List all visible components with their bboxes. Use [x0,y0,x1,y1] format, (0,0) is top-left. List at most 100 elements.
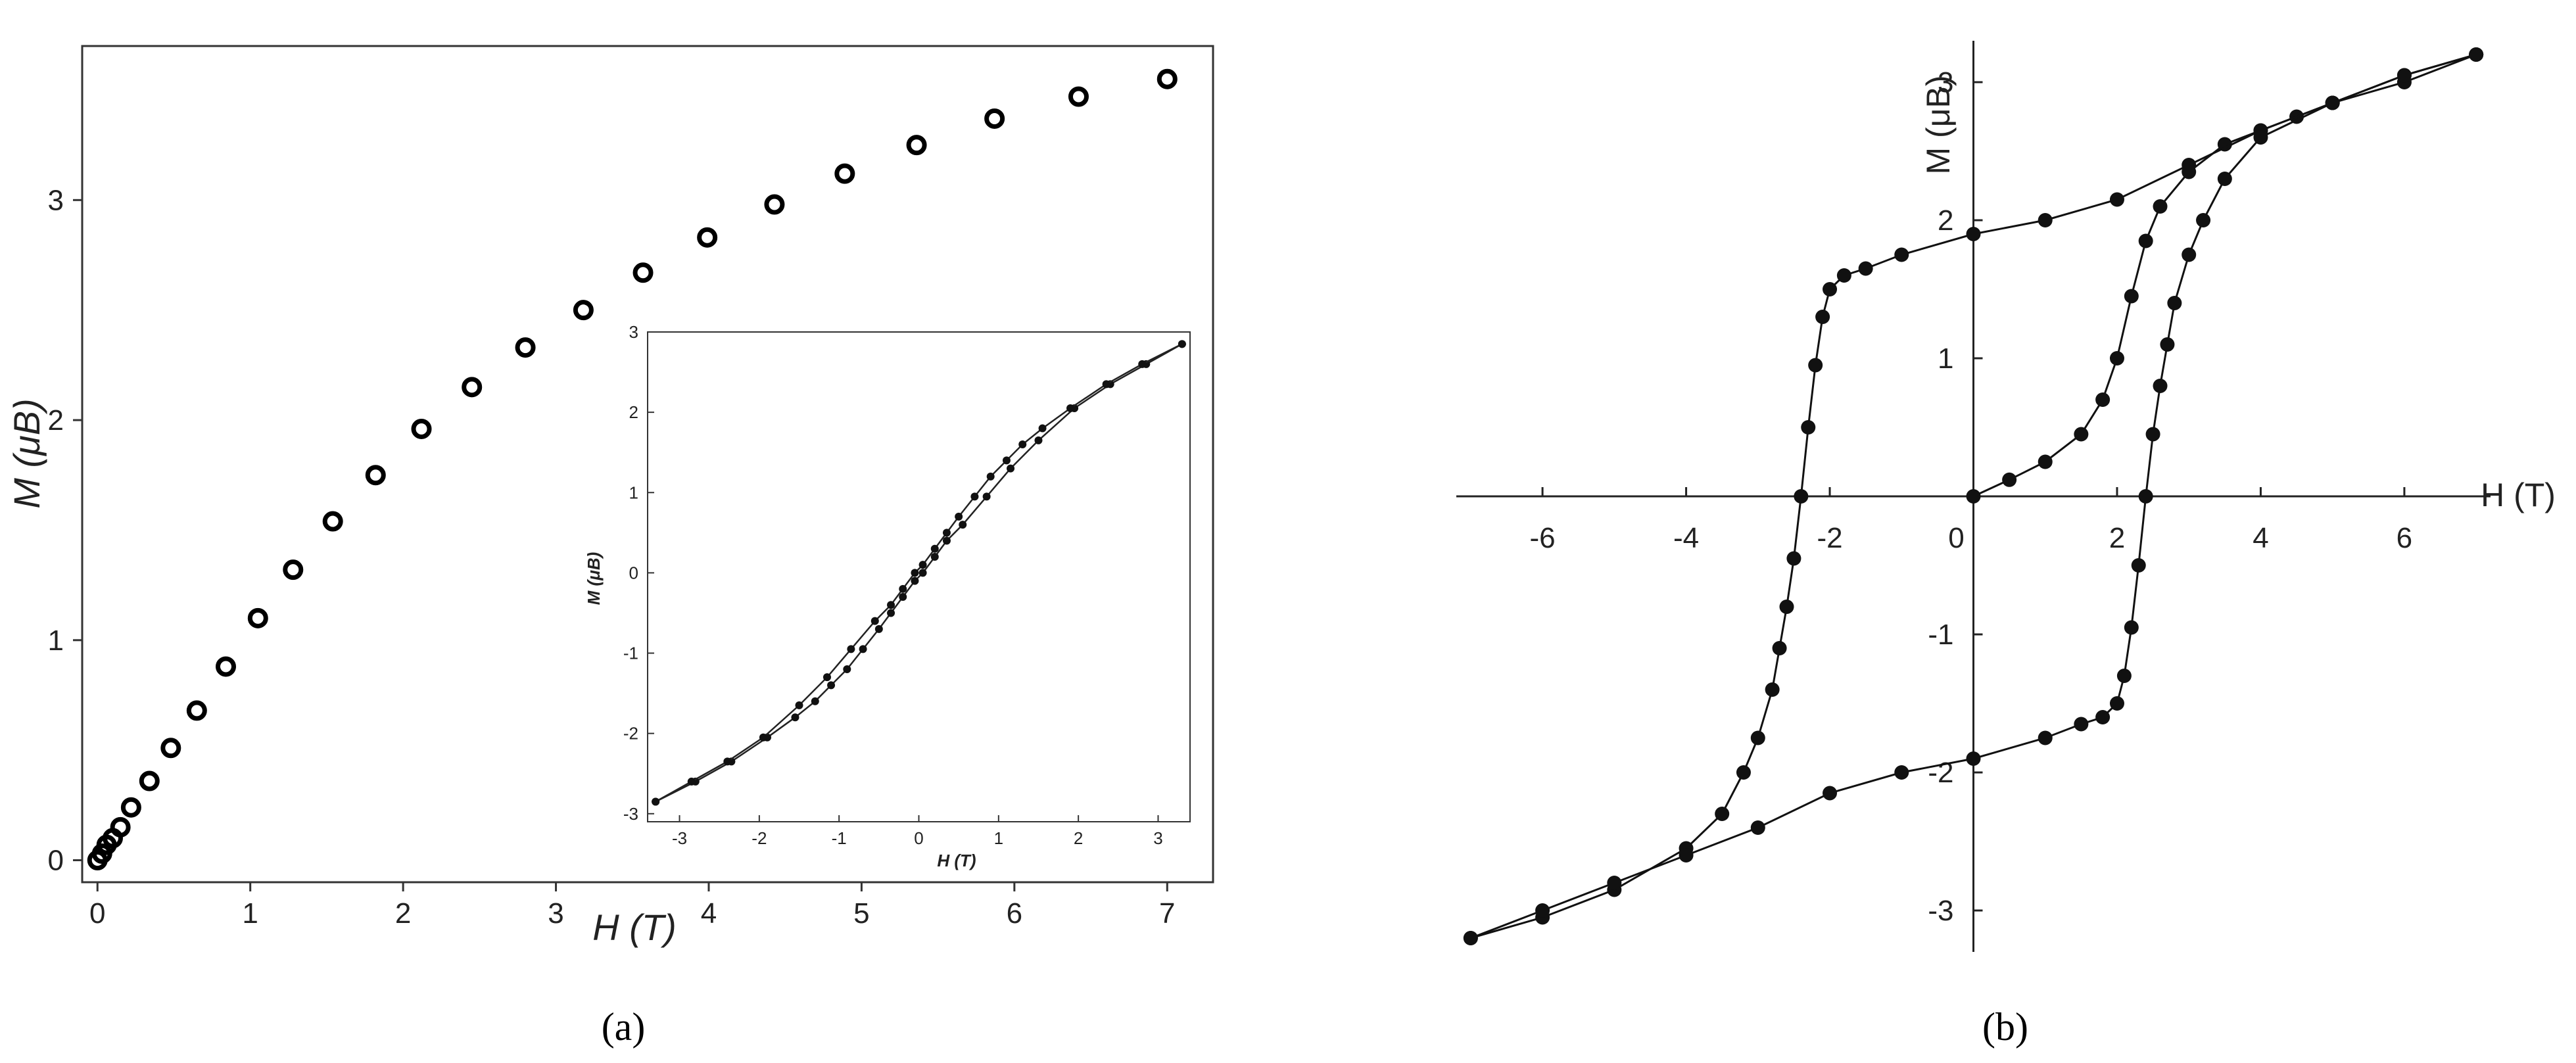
data-point [1815,310,1830,324]
data-point [2182,158,2197,172]
data-point [1772,641,1787,655]
inset-data-point [899,584,907,593]
data-point [1966,751,1981,766]
inset-data-point [795,701,803,709]
inset-data-point [918,561,927,569]
inset-x-tick-label: 3 [1153,828,1162,848]
chart-a-frame [81,45,1214,884]
data-point [632,262,654,283]
data-point [2131,558,2146,573]
data-point [1736,765,1751,780]
inset-y-tick-label: -2 [623,724,638,744]
inset-data-point [911,577,919,585]
chart-b-xlabel: H (T) [2481,477,2556,513]
inset-y-tick-label: 3 [629,322,638,342]
data-point [2217,137,2232,152]
inset-x-tick-label: 2 [1074,828,1083,848]
inset-data-point [827,681,836,690]
data-point [1765,682,1780,697]
inset-data-point [1038,424,1047,433]
data-point [2160,337,2175,352]
inset-data-point [1034,436,1043,444]
x-tick-label: 6 [1007,897,1022,930]
x-tick-label: 1 [242,897,258,930]
chart-a-inset-ylabel: M (μB) [584,552,604,605]
data-point [2124,289,2139,304]
inset-data-point [1138,360,1147,368]
data-point [2153,199,2168,214]
data-point [2109,192,2124,207]
inset-data-point [930,552,939,561]
data-point [1894,765,1909,780]
data-point [573,300,594,321]
data-point [2038,730,2053,745]
data-point [160,738,181,759]
chart-a-points [87,68,1178,871]
inset-data-point [874,625,883,633]
x-tick-label: 2 [2109,522,2125,554]
x-tick-label: -6 [1530,522,1556,554]
chart-a: 0 1 2 3 4 5 6 7 0 1 2 3 M (μB) H (T) -3 -2 -1 0 1 2 3 -3 -2… [6,45,1214,1049]
data-point [1801,420,1816,435]
data-point [2074,717,2089,732]
inset-data-point [986,472,995,481]
inset-series-line [655,343,1183,803]
inset-x-tick-label: -3 [672,828,687,848]
x-tick-label: 4 [2253,522,2268,554]
data-point [2145,427,2160,442]
inset-data-point [982,492,991,501]
data-point [1966,489,1981,504]
data-point [322,511,343,532]
inset-data-point [1007,464,1015,473]
inset-data-point [847,645,855,653]
data-point [2138,489,2153,504]
inset-data-point [723,757,732,766]
inset-data-point [759,733,767,742]
y-tick-label: 3 [1938,66,1953,99]
inset-data-point [811,697,819,705]
inset-data-point [955,512,963,521]
inset-y-tick-label: 1 [629,483,638,502]
inset-data-point [1066,404,1075,413]
chart-b: -6 -4 -2 0 2 4 6 -3 -2 -1 1 2 3 M (μB) H (T) (b) [1456,41,2556,1049]
chart-a-inset: -3 -2 -1 0 1 2 3 -3 -2 -1 0 1 2 3 M (μB) H (T) [584,322,1191,870]
data-point [215,656,236,677]
data-point [1823,786,1838,801]
chart-a-caption: (a) [602,1005,646,1049]
data-point [2109,696,2124,711]
chart-b-series [1463,47,2484,945]
data-point [365,465,386,486]
inset-y-tick-label: -3 [623,804,638,824]
data-point [1786,551,1801,566]
data-point [2469,47,2484,62]
data-point [2002,472,2017,487]
inset-data-point [970,492,979,501]
data-point [834,163,855,184]
data-point [2217,172,2232,186]
data-point [1607,876,1622,890]
data-point [764,194,785,215]
data-point [1836,268,1851,283]
data-point [2038,454,2053,469]
inset-x-tick-label: 1 [994,828,1003,848]
data-point [1794,489,1809,504]
chart-a-inset-xlabel: H (T) [937,851,976,870]
inset-y-tick-label: 2 [629,402,638,422]
inset-data-point [652,797,660,806]
data-point [283,559,304,580]
inset-data-point [959,521,967,529]
inset-data-point [887,609,895,617]
chart-b-axes: -6 -4 -2 0 2 4 6 -3 -2 -1 1 2 3 [1456,41,2491,952]
chart-b-caption: (b) [1982,1005,2028,1049]
data-point [110,816,131,838]
chart-a-inset-ticks: -3 -2 -1 0 1 2 3 -3 -2 -1 0 1 2 3 [623,322,1163,848]
inset-data-point [791,713,799,722]
data-point [2153,379,2168,393]
data-point [120,797,141,818]
data-point [2038,213,2053,227]
chart-a-ticks: 0 1 2 3 4 5 6 7 0 1 2 3 [48,184,1176,930]
inset-data-point [843,665,851,673]
y-tick-label: 2 [1938,204,1953,237]
data-point [186,700,207,721]
